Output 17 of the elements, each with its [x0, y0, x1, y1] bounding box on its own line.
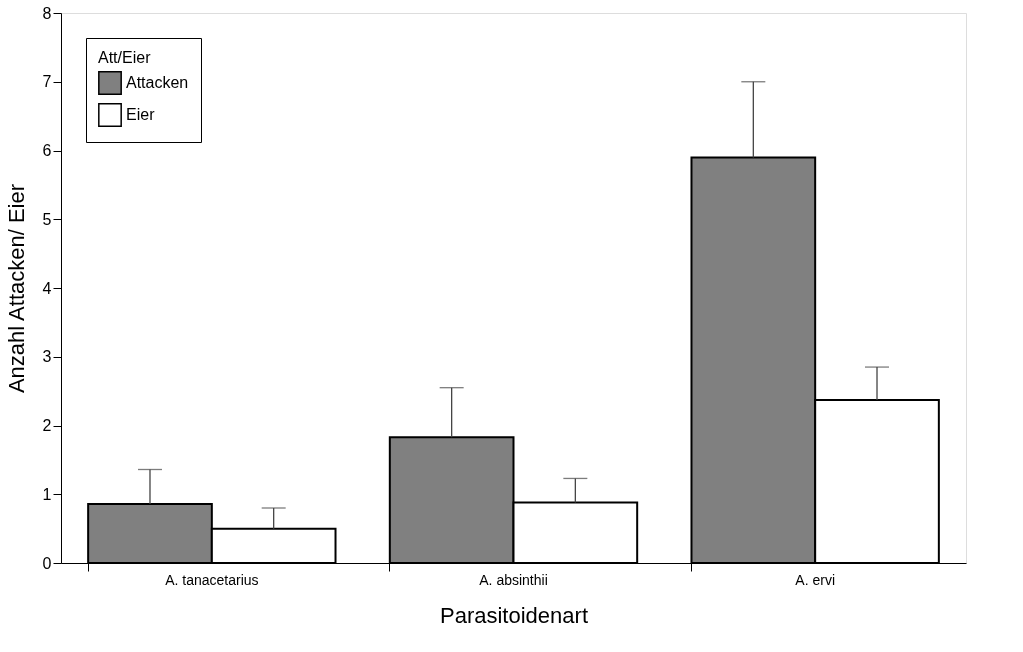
legend-label: Eier: [126, 106, 156, 123]
y-tick-label: 8: [42, 4, 52, 22]
y-tick-label: 2: [42, 417, 52, 434]
y-tick-label: 4: [42, 279, 52, 297]
y-tick-label: 7: [42, 73, 52, 91]
y-tick-label: 5: [42, 210, 52, 228]
legend-title: Att/Eier: [98, 49, 152, 66]
y-tick-label: 0: [42, 554, 52, 572]
y-tick-label: 1: [42, 485, 52, 503]
x-tick-label: A. absinthii: [479, 571, 548, 588]
x-axis-title: Parasitoidenart: [440, 602, 588, 628]
y-axis-title: Anzahl Attacken/ Eier: [3, 183, 29, 394]
x-tick-label: A. ervi: [795, 571, 836, 588]
y-tick-label: 3: [42, 348, 52, 366]
y-tick-label: 6: [42, 142, 52, 159]
legend-label: Attacken: [126, 74, 189, 91]
x-tick-label: A. tanacetarius: [165, 571, 259, 588]
